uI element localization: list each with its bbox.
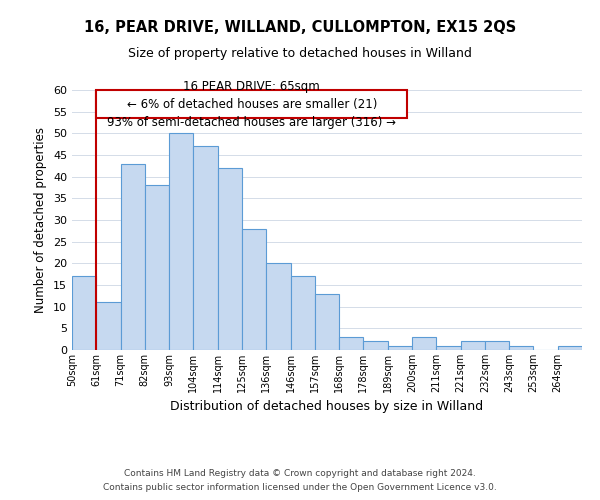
Bar — [121, 164, 145, 350]
Text: Contains HM Land Registry data © Crown copyright and database right 2024.: Contains HM Land Registry data © Crown c… — [124, 468, 476, 477]
Bar — [72, 276, 96, 350]
Bar — [266, 264, 290, 350]
Bar — [96, 90, 407, 118]
Bar — [388, 346, 412, 350]
Bar — [339, 337, 364, 350]
Bar — [169, 134, 193, 350]
Bar — [145, 186, 169, 350]
Text: 16 PEAR DRIVE: 65sqm
← 6% of detached houses are smaller (21)
93% of semi-detach: 16 PEAR DRIVE: 65sqm ← 6% of detached ho… — [107, 80, 396, 128]
Bar — [193, 146, 218, 350]
Bar — [509, 346, 533, 350]
Bar — [436, 346, 461, 350]
Text: 16, PEAR DRIVE, WILLAND, CULLOMPTON, EX15 2QS: 16, PEAR DRIVE, WILLAND, CULLOMPTON, EX1… — [84, 20, 516, 35]
Y-axis label: Number of detached properties: Number of detached properties — [34, 127, 47, 313]
Bar — [96, 302, 121, 350]
Bar — [218, 168, 242, 350]
Bar — [485, 342, 509, 350]
Bar — [290, 276, 315, 350]
Bar — [315, 294, 339, 350]
Bar — [242, 228, 266, 350]
Bar — [412, 337, 436, 350]
Bar — [461, 342, 485, 350]
Text: Size of property relative to detached houses in Willand: Size of property relative to detached ho… — [128, 48, 472, 60]
Bar — [558, 346, 582, 350]
X-axis label: Distribution of detached houses by size in Willand: Distribution of detached houses by size … — [170, 400, 484, 413]
Bar — [364, 342, 388, 350]
Text: Contains public sector information licensed under the Open Government Licence v3: Contains public sector information licen… — [103, 484, 497, 492]
